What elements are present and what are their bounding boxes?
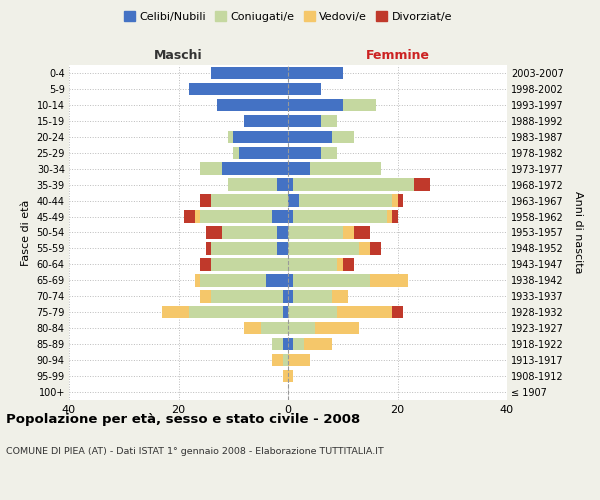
Text: Popolazione per età, sesso e stato civile - 2008: Popolazione per età, sesso e stato civil… — [6, 412, 360, 426]
Bar — [283, 290, 288, 302]
Bar — [392, 306, 403, 318]
Bar — [206, 242, 211, 254]
Bar — [211, 242, 277, 254]
Bar — [288, 306, 337, 318]
Text: Maschi: Maschi — [154, 50, 203, 62]
Bar — [266, 274, 288, 286]
Bar — [288, 114, 321, 127]
Bar — [222, 162, 288, 175]
Bar — [283, 338, 288, 350]
Bar — [370, 242, 381, 254]
Bar — [293, 338, 304, 350]
Bar — [288, 354, 310, 366]
Bar — [288, 338, 293, 350]
Bar — [217, 98, 288, 111]
Y-axis label: Fasce di età: Fasce di età — [21, 200, 31, 266]
Bar — [310, 162, 381, 175]
Bar — [283, 354, 288, 366]
Bar — [288, 242, 359, 254]
Bar — [332, 290, 348, 302]
Bar — [288, 210, 293, 223]
Legend: Celibi/Nubili, Coniugati/e, Vedovi/e, Divorziat/e: Celibi/Nubili, Coniugati/e, Vedovi/e, Di… — [119, 7, 457, 26]
Bar — [332, 130, 354, 143]
Bar — [343, 98, 376, 111]
Bar — [288, 98, 343, 111]
Bar — [337, 258, 343, 270]
Bar — [272, 354, 283, 366]
Bar — [288, 146, 321, 159]
Bar — [162, 306, 190, 318]
Bar — [200, 194, 211, 207]
Bar — [277, 242, 288, 254]
Bar — [283, 370, 288, 382]
Bar — [277, 226, 288, 238]
Bar — [200, 258, 211, 270]
Bar — [228, 178, 277, 191]
Bar — [414, 178, 430, 191]
Bar — [211, 290, 283, 302]
Bar — [321, 146, 337, 159]
Bar — [392, 210, 398, 223]
Bar — [244, 322, 260, 334]
Bar — [200, 210, 272, 223]
Bar — [288, 290, 293, 302]
Y-axis label: Anni di nascita: Anni di nascita — [574, 191, 583, 274]
Bar — [244, 114, 288, 127]
Bar — [200, 162, 222, 175]
Bar — [288, 226, 343, 238]
Bar — [293, 178, 414, 191]
Bar — [288, 67, 343, 79]
Bar — [288, 82, 321, 95]
Bar — [370, 274, 409, 286]
Bar — [288, 322, 316, 334]
Bar — [316, 322, 359, 334]
Bar — [283, 306, 288, 318]
Bar — [200, 274, 266, 286]
Bar — [190, 82, 288, 95]
Bar — [184, 210, 195, 223]
Bar — [337, 306, 392, 318]
Bar — [293, 274, 370, 286]
Bar — [239, 146, 288, 159]
Bar — [398, 194, 403, 207]
Bar — [288, 370, 293, 382]
Bar — [354, 226, 370, 238]
Bar — [392, 194, 398, 207]
Text: COMUNE DI PIEA (AT) - Dati ISTAT 1° gennaio 2008 - Elaborazione TUTTITALIA.IT: COMUNE DI PIEA (AT) - Dati ISTAT 1° genn… — [6, 448, 384, 456]
Bar — [200, 290, 211, 302]
Bar — [343, 258, 354, 270]
Bar — [211, 67, 288, 79]
Bar — [233, 130, 288, 143]
Bar — [288, 162, 310, 175]
Bar — [211, 258, 288, 270]
Bar — [343, 226, 354, 238]
Bar — [293, 290, 332, 302]
Bar — [288, 130, 332, 143]
Bar — [233, 146, 239, 159]
Bar — [195, 274, 200, 286]
Bar — [211, 194, 288, 207]
Bar — [195, 210, 200, 223]
Bar — [223, 226, 277, 238]
Text: Femmine: Femmine — [365, 50, 430, 62]
Bar — [293, 210, 386, 223]
Bar — [359, 242, 370, 254]
Bar — [272, 338, 283, 350]
Bar — [288, 274, 293, 286]
Bar — [288, 194, 299, 207]
Bar — [299, 194, 392, 207]
Bar — [321, 114, 337, 127]
Bar — [277, 178, 288, 191]
Bar — [288, 178, 293, 191]
Bar — [190, 306, 283, 318]
Bar — [288, 258, 337, 270]
Bar — [304, 338, 332, 350]
Bar — [260, 322, 288, 334]
Bar — [206, 226, 222, 238]
Bar — [272, 210, 288, 223]
Bar — [228, 130, 233, 143]
Bar — [386, 210, 392, 223]
